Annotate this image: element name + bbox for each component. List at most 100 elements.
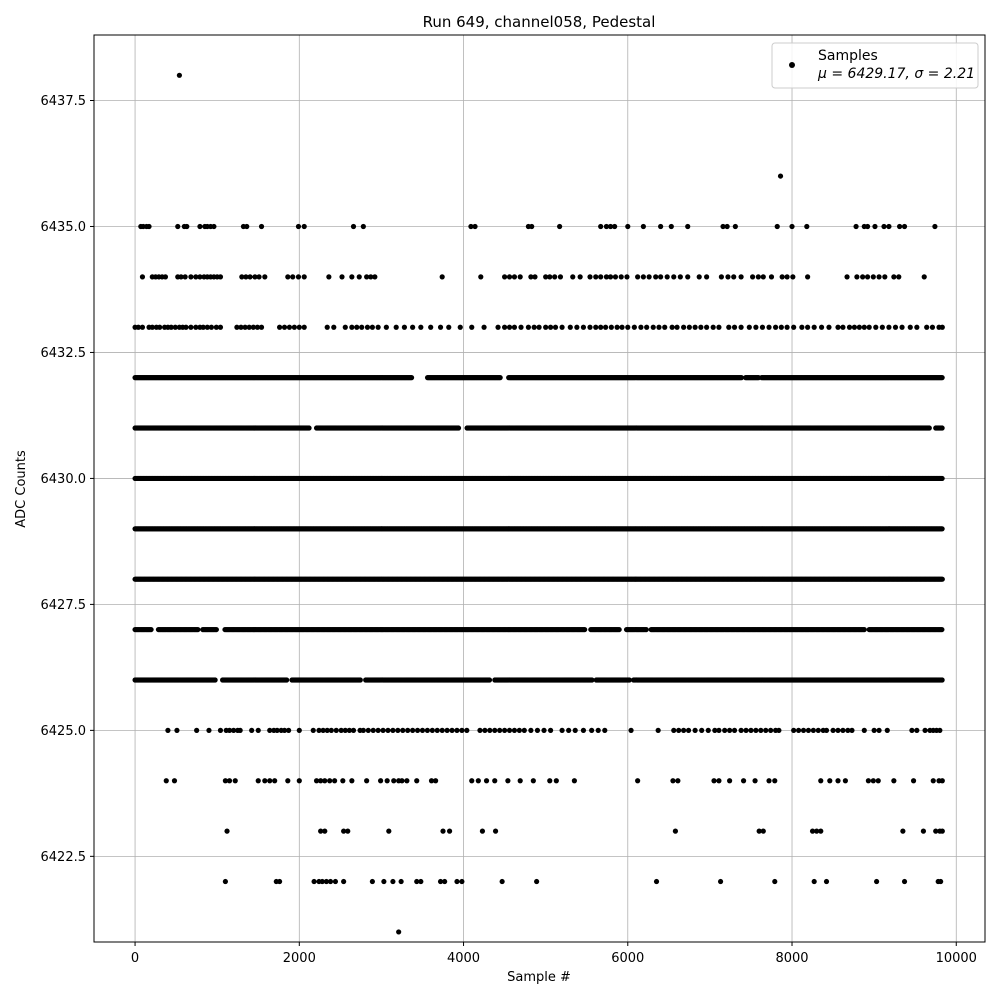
sample-point (195, 626, 201, 633)
sample-point (529, 223, 535, 230)
plot-background (94, 35, 985, 942)
sample-point (135, 324, 141, 330)
sample-point (653, 274, 659, 280)
sample-point (698, 324, 704, 330)
sample-point (939, 576, 945, 582)
sample-point (644, 324, 650, 330)
sample-point (881, 223, 887, 230)
sample-point (172, 324, 178, 330)
sample-point (738, 375, 745, 381)
plot-area (93, 34, 986, 943)
sample-point (664, 274, 670, 280)
sample-point (939, 324, 945, 330)
sample-point (168, 324, 174, 330)
sample-point (238, 324, 244, 330)
sample-point (246, 324, 252, 330)
sample-point (364, 274, 370, 280)
sample-point (547, 324, 554, 330)
sample-point (256, 274, 262, 280)
sample-point (472, 223, 478, 230)
sample-point (738, 324, 744, 330)
sample-point (455, 425, 462, 431)
sample-point (567, 324, 573, 330)
sample-point (826, 324, 832, 330)
sample-point (768, 274, 775, 280)
sample-point (638, 324, 644, 330)
sample-point (804, 223, 810, 230)
sample-point (557, 223, 563, 230)
sample-point (506, 274, 513, 280)
sample-point (349, 324, 355, 330)
sample-point (759, 324, 766, 330)
sample-point (846, 324, 853, 330)
sample-point (543, 324, 549, 330)
sample-point (811, 324, 817, 330)
sample-point (939, 375, 945, 381)
sample-point (677, 274, 683, 280)
sample-point (217, 324, 224, 330)
sample-point (587, 274, 593, 280)
sample-point (286, 324, 293, 330)
sample-point (784, 274, 790, 280)
sample-point (339, 274, 345, 280)
sample-point (738, 274, 744, 280)
sample-point (580, 324, 587, 330)
sample-point (805, 324, 811, 330)
sample-point (285, 274, 291, 280)
sample-point (188, 324, 194, 330)
sample-point (612, 274, 619, 280)
sample-point (891, 274, 897, 280)
sample-point (732, 223, 738, 230)
sample-point (681, 324, 687, 330)
sample-point (772, 324, 779, 330)
sample-point (870, 274, 876, 280)
sample-point (552, 274, 558, 280)
sample-point (410, 324, 416, 330)
sample-point (213, 626, 219, 633)
sample-point (252, 274, 258, 280)
sample-point (603, 324, 609, 330)
sample-point (176, 72, 183, 78)
sample-point (872, 223, 878, 230)
sample-point (428, 324, 434, 330)
sample-point (658, 223, 664, 230)
sample-point (258, 324, 265, 330)
sample-point (625, 324, 631, 330)
sample-point (779, 274, 785, 280)
sample-point (446, 324, 452, 330)
sample-point (401, 324, 408, 330)
sample-point (778, 324, 784, 330)
sample-point (924, 324, 930, 330)
sample-point (593, 274, 599, 280)
sample-point (635, 274, 641, 280)
sample-point (603, 223, 610, 230)
sample-point (710, 324, 716, 330)
sample-point (746, 324, 752, 330)
sample-point (356, 274, 362, 280)
sample-point (760, 274, 766, 280)
sample-point (907, 324, 913, 330)
sample-point (197, 274, 203, 280)
sample-point (349, 274, 355, 280)
sample-point (295, 274, 302, 280)
sample-point (598, 223, 604, 230)
sample-point (777, 173, 784, 179)
sample-point (518, 324, 524, 330)
sample-point (686, 324, 692, 330)
sample-point (766, 324, 772, 330)
sample-point (290, 274, 296, 280)
sample-point (718, 274, 724, 280)
sample-point (685, 274, 691, 280)
sample-point (536, 324, 542, 330)
sample-point (437, 324, 444, 330)
sample-point (383, 324, 389, 330)
sample-point (640, 274, 646, 280)
sample-point (818, 324, 825, 330)
sample-point (799, 324, 805, 330)
sample-point (844, 274, 850, 280)
sample-point (790, 274, 796, 280)
sample-point (854, 274, 860, 280)
sample-point (886, 223, 892, 230)
sample-point (501, 324, 508, 330)
